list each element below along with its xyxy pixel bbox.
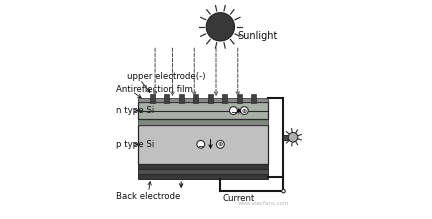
Circle shape	[216, 140, 224, 148]
Bar	[179, 94, 184, 103]
Bar	[237, 94, 241, 103]
Text: $\oplus$: $\oplus$	[217, 140, 224, 148]
Bar	[150, 94, 155, 103]
Bar	[222, 94, 227, 103]
Text: p type Si: p type Si	[116, 140, 154, 149]
Circle shape	[282, 189, 285, 193]
Bar	[138, 125, 268, 164]
Text: Current: Current	[222, 194, 255, 203]
Circle shape	[288, 132, 298, 142]
Bar	[138, 98, 268, 102]
Circle shape	[229, 107, 237, 115]
Bar	[138, 164, 268, 169]
Text: Antireflection film: Antireflection film	[116, 85, 193, 94]
Text: $\oplus$: $\oplus$	[241, 107, 248, 115]
Circle shape	[206, 13, 235, 41]
Text: Sunlight: Sunlight	[238, 30, 278, 41]
Text: n type Si: n type Si	[116, 106, 154, 115]
Text: www.elecfans.com: www.elecfans.com	[238, 201, 289, 206]
Circle shape	[197, 140, 205, 148]
Bar	[208, 94, 213, 103]
Bar	[251, 94, 256, 103]
Bar	[283, 134, 288, 140]
Bar	[138, 102, 268, 119]
Bar	[138, 169, 268, 174]
Text: Back electrode: Back electrode	[116, 192, 180, 201]
Bar	[138, 119, 268, 125]
Text: upper electrode(-): upper electrode(-)	[127, 72, 205, 81]
Text: $-$: $-$	[229, 106, 237, 115]
Bar	[138, 174, 268, 179]
Bar	[164, 94, 169, 103]
Text: $-$: $-$	[197, 140, 205, 149]
Circle shape	[240, 107, 248, 115]
Bar	[193, 94, 198, 103]
